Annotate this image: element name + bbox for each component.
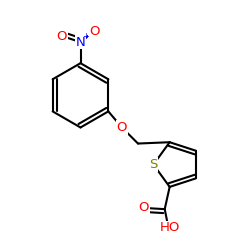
Text: O: O bbox=[138, 202, 149, 214]
Text: O: O bbox=[57, 30, 67, 43]
Text: HO: HO bbox=[160, 221, 180, 234]
Text: N: N bbox=[76, 36, 86, 49]
Text: O: O bbox=[117, 121, 127, 134]
Text: S: S bbox=[149, 158, 158, 171]
Text: +: + bbox=[82, 32, 89, 41]
Text: O: O bbox=[89, 24, 99, 38]
